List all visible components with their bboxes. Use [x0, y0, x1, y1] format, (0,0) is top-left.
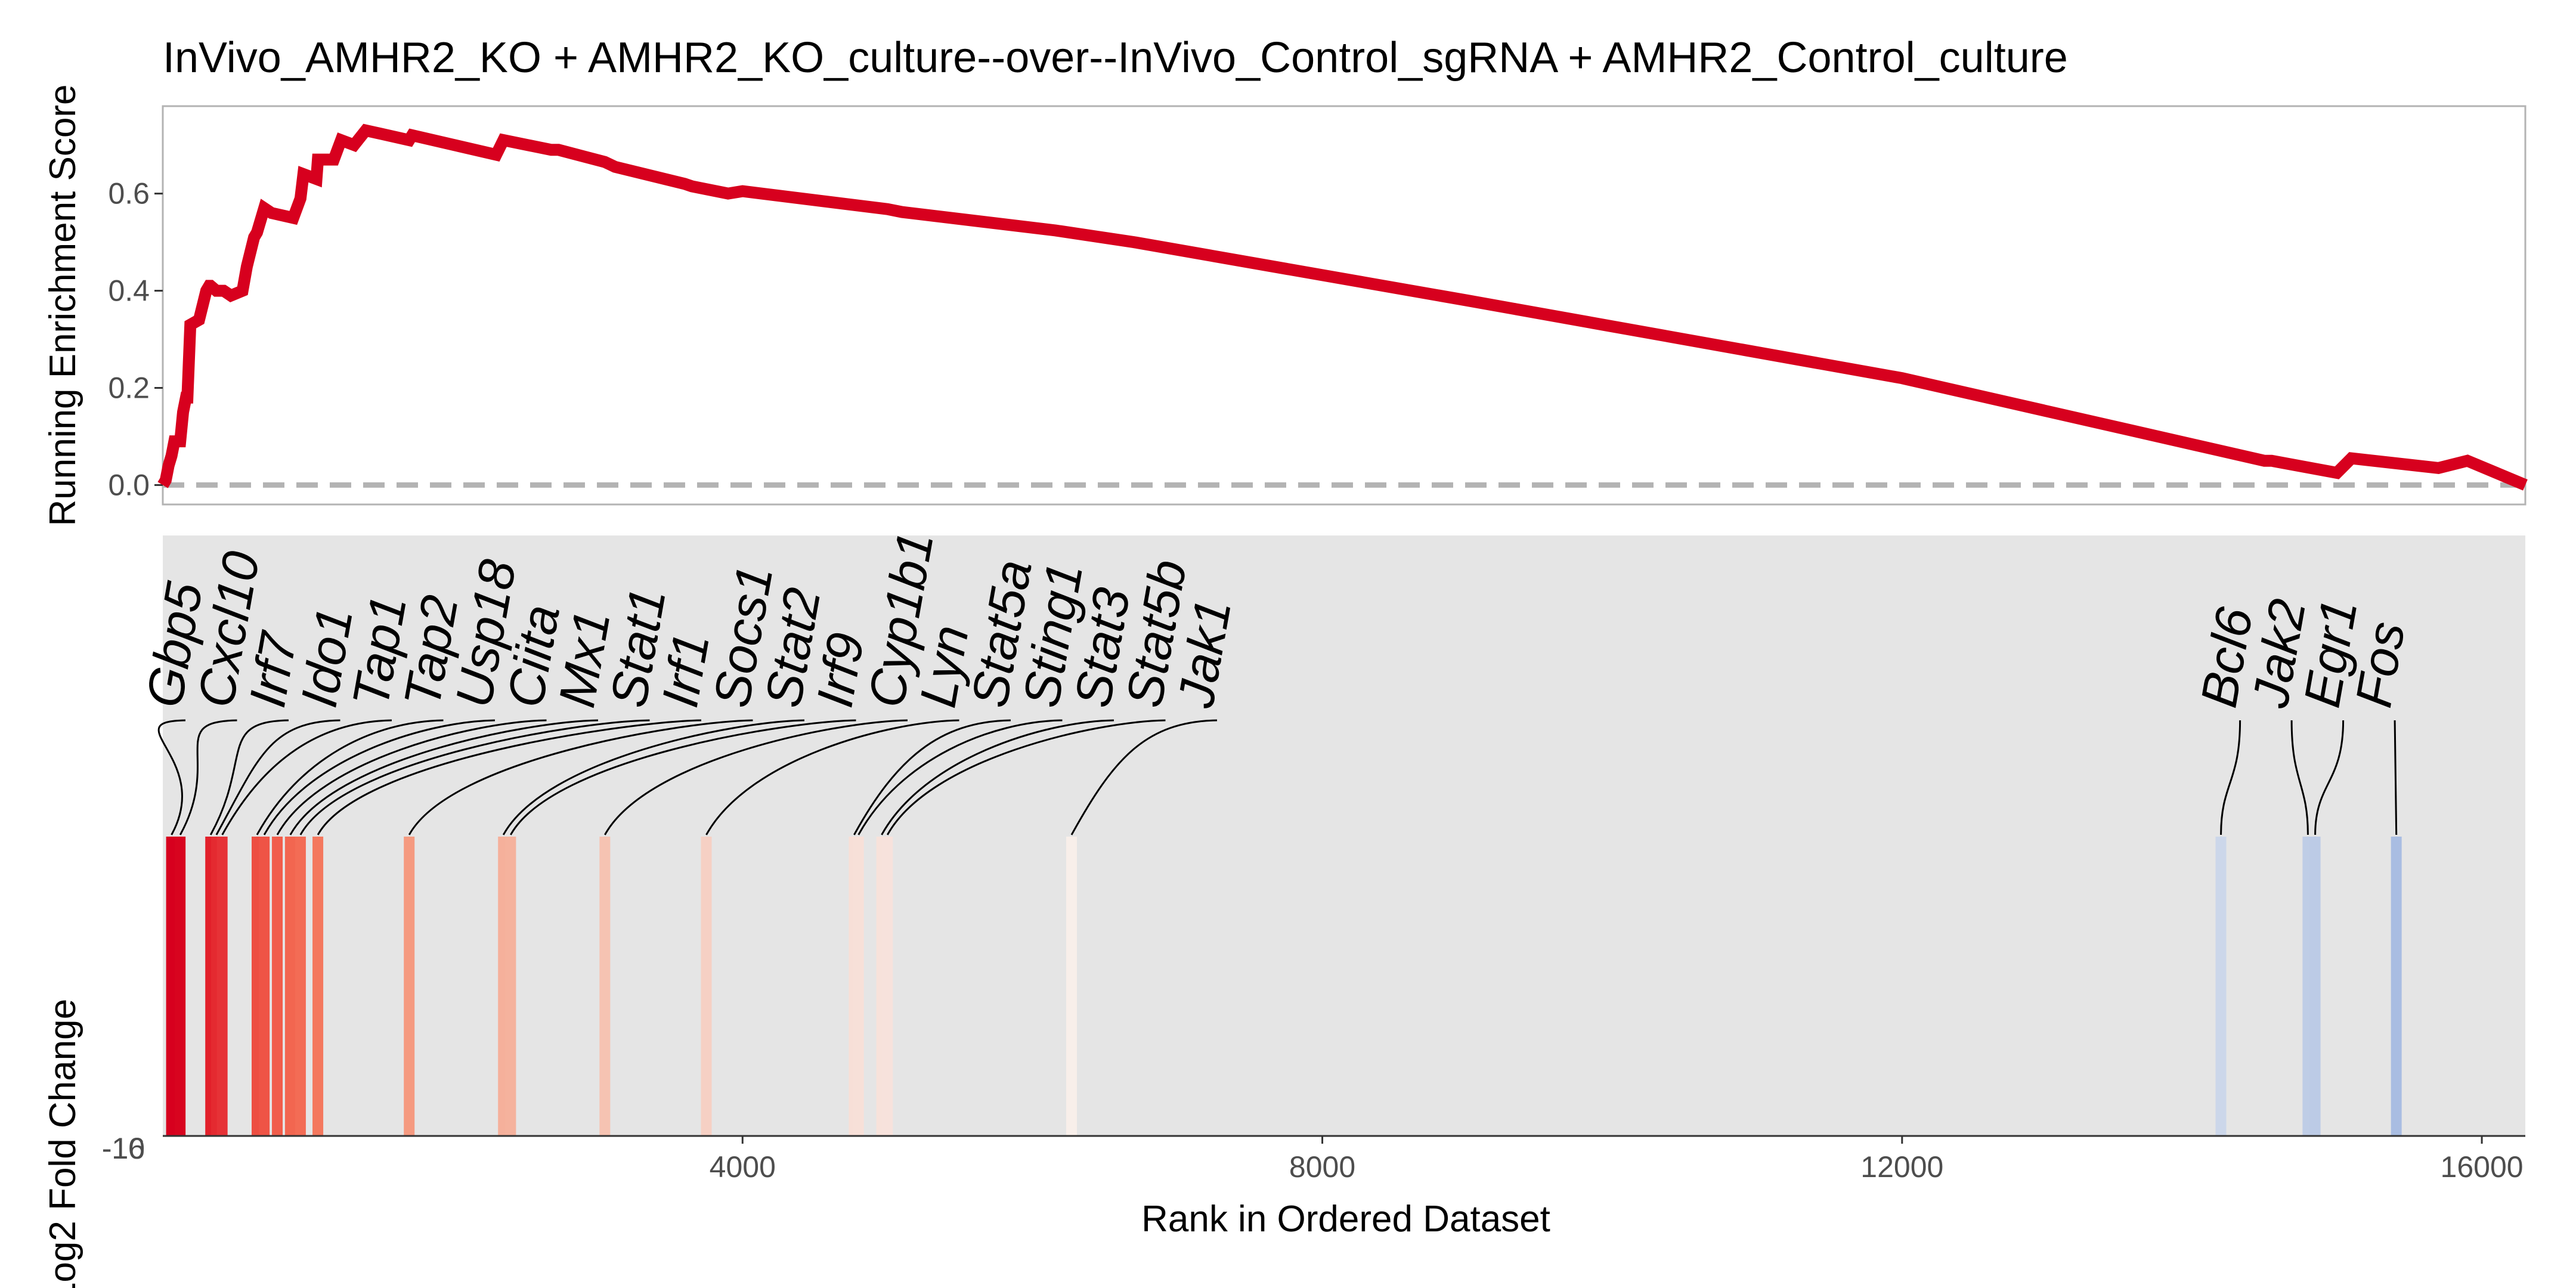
top-y-tick-label: 0.6 — [108, 177, 150, 210]
gene-label-irf7: Irf7 — [239, 627, 308, 711]
connector-stat5a — [853, 719, 1011, 835]
connector-jak1 — [1070, 719, 1218, 835]
connector-jak2 — [2290, 720, 2309, 835]
connector-usp18 — [263, 719, 496, 835]
connector-tap2 — [256, 719, 444, 835]
connector-bcl6 — [2220, 720, 2241, 835]
hit-bar-stat1 — [295, 837, 306, 1135]
gene-label-connectors — [157, 719, 2398, 835]
hit-bar-socs1 — [404, 837, 415, 1135]
hit-bar-lyn — [701, 837, 712, 1135]
connector-cyp1b1 — [604, 719, 908, 835]
hit-bars — [166, 837, 2402, 1135]
top-y-tick-label: 0.2 — [108, 371, 150, 404]
top-y-tick-label: 0.0 — [108, 468, 150, 501]
hit-bar-egr1 — [2309, 837, 2321, 1135]
hit-bar-fos — [2391, 837, 2402, 1135]
hit-bar-sting1 — [853, 837, 864, 1135]
hit-bar-irf1 — [312, 837, 324, 1135]
connector-lyn — [705, 719, 959, 835]
bottom-y-tick-label-1: -16 — [102, 1132, 145, 1165]
gene-label-irf9: Irf9 — [806, 628, 875, 711]
connector-stat3 — [881, 719, 1114, 835]
hit-bar-stat5b — [882, 837, 893, 1135]
x-axis-title: Rank in Ordered Dataset — [1141, 1199, 1550, 1240]
enrichment-panel — [162, 105, 2527, 506]
connector-irf7 — [209, 719, 289, 835]
top-y-tick-label: 0.4 — [108, 274, 150, 308]
connector-stat2 — [502, 719, 805, 835]
chart-title: InVivo_AMHR2_KO + AMHR2_KO_culture--over… — [163, 34, 2068, 82]
bottom-y-axis-title: Log2 Fold Change — [42, 999, 83, 1288]
connector-irf9 — [510, 719, 856, 835]
connector-stat1 — [299, 719, 650, 835]
x-tick-label: 8000 — [1289, 1150, 1355, 1184]
connector-stat5b — [886, 719, 1166, 835]
connector-mx1 — [289, 719, 599, 835]
hit-bar-tap1 — [216, 837, 228, 1135]
connector-ido1 — [215, 719, 340, 835]
hit-bar-cxcl10 — [175, 837, 186, 1135]
hit-bar-jak1 — [1066, 837, 1078, 1135]
top-y-axis: 0.0 0.2 0.4 0.6 — [108, 177, 163, 501]
connector-cxcl10 — [179, 719, 237, 835]
connector-irf1 — [317, 719, 702, 835]
connector-sting1 — [857, 719, 1063, 835]
gene-label-lyn: Lyn — [909, 621, 980, 712]
bottom-y-tick-label-2: -10 — [102, 1132, 145, 1165]
running-enrichment-score-line — [157, 123, 2528, 491]
connector-gbp5 — [157, 719, 186, 835]
hit-bar-irf9 — [505, 837, 516, 1135]
connector-fos — [2394, 720, 2398, 835]
hit-bar-gbp5 — [166, 837, 177, 1135]
x-axis: 4000 8000 12000 16000 — [163, 1135, 2525, 1184]
top-y-axis-title: Running Enrichment Score — [42, 85, 83, 527]
gene-labels: Gbp5Cxcl10Irf7Ido1Tap1Tap2Usp18CiitaMx1S… — [135, 528, 2416, 713]
x-tick-label: 4000 — [710, 1150, 776, 1184]
hit-bar-bcl6 — [2215, 837, 2227, 1135]
connector-ciita — [276, 719, 547, 835]
connector-egr1 — [2314, 720, 2345, 835]
connector-tap1 — [221, 719, 392, 835]
x-tick-label: 16000 — [2441, 1150, 2524, 1184]
hit-bar-mx1 — [284, 837, 296, 1135]
connector-socs1 — [408, 719, 753, 835]
hit-bar-ciita — [272, 837, 283, 1135]
hit-bar-usp18 — [259, 837, 270, 1135]
x-tick-label: 12000 — [1860, 1150, 1943, 1184]
gene-label-irf1: Irf1 — [651, 628, 720, 711]
rank-panel — [163, 535, 2525, 1135]
hit-bar-cyp1b1 — [599, 837, 611, 1135]
